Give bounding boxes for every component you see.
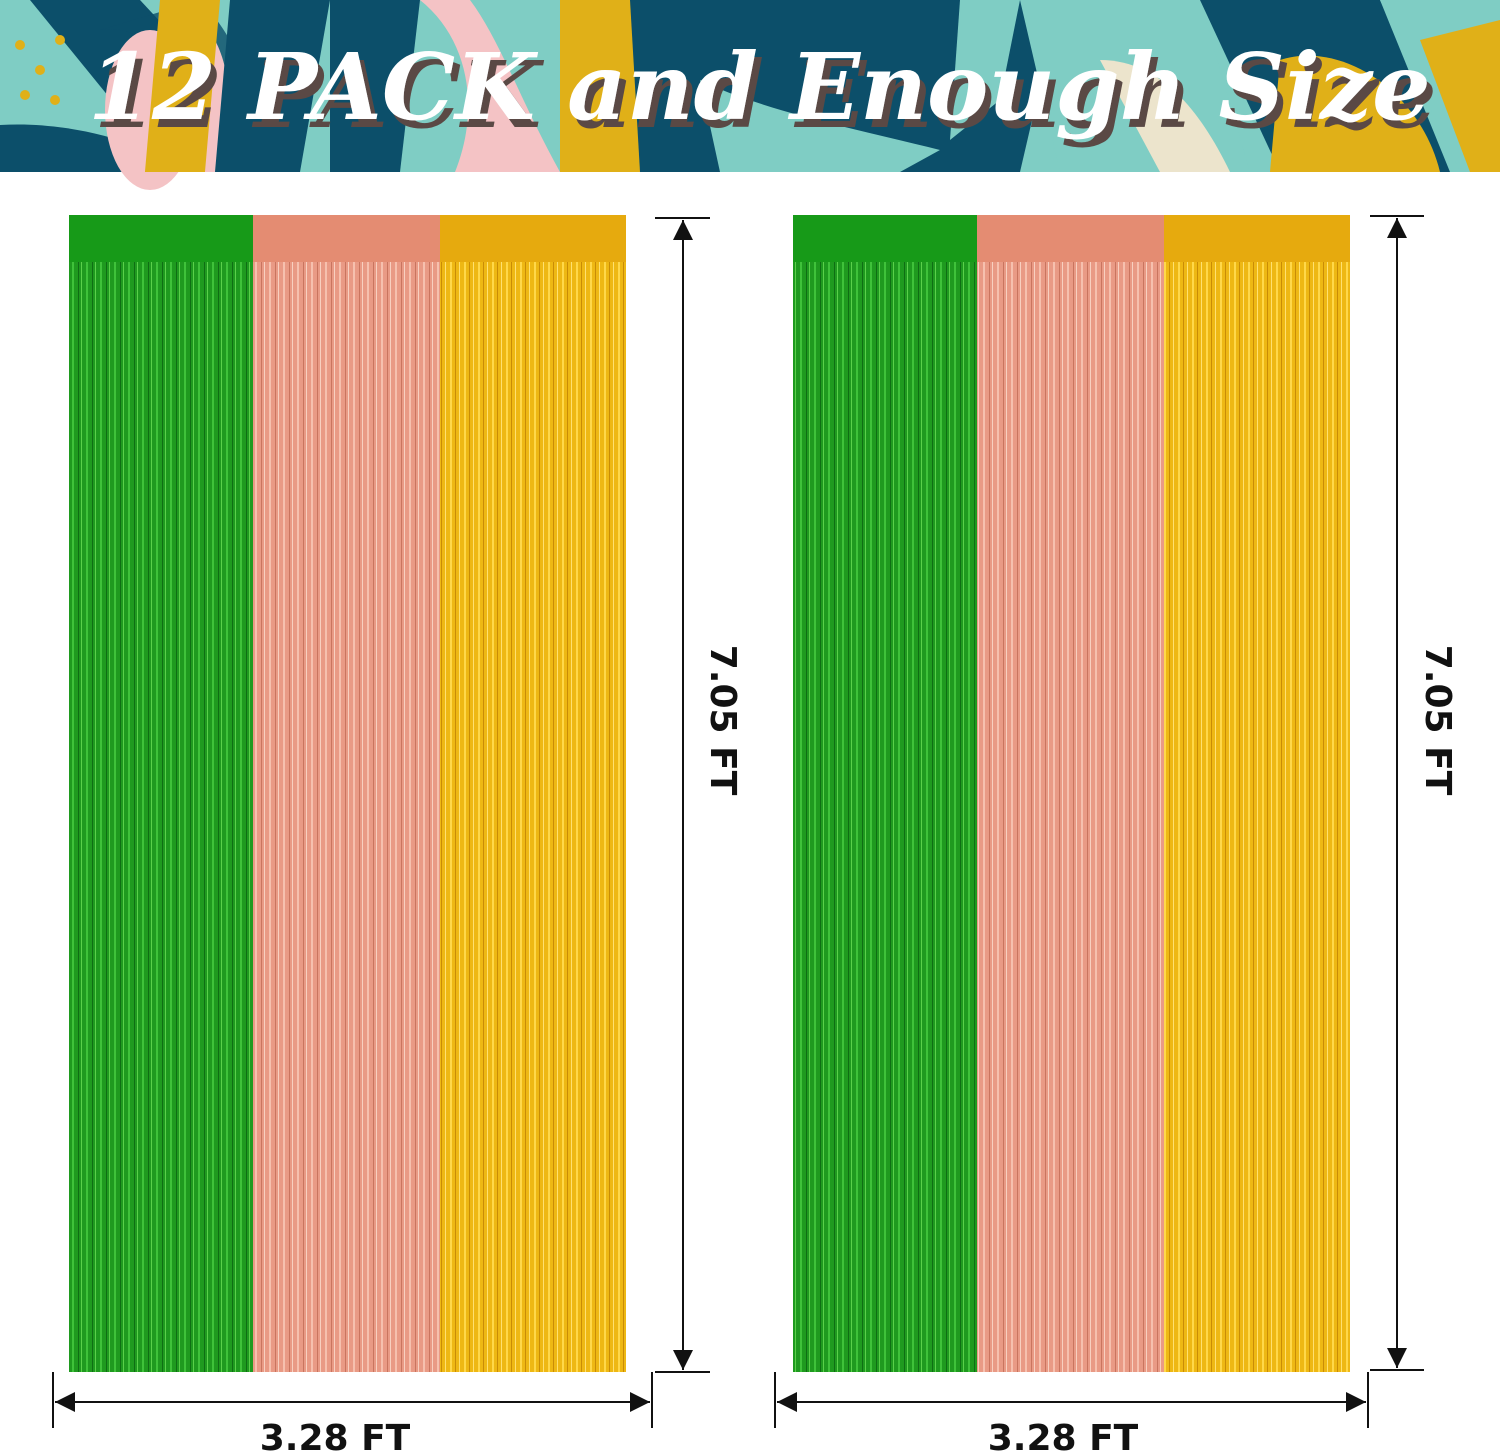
banner: 12 PACK and Enough Size [0, 0, 1500, 190]
dimension-lines-left [52, 217, 710, 1428]
rose-gold-header [253, 215, 440, 262]
height-label-left: 7.05 FT [702, 645, 743, 796]
gold-header [1164, 215, 1350, 262]
green-header [69, 215, 253, 262]
green-strip [793, 215, 977, 1372]
gold-header [440, 215, 626, 262]
banner-title: 12 PACK and Enough Size [88, 33, 1431, 141]
curtain-right [793, 215, 1350, 1372]
rose-gold-strip [977, 215, 1164, 1372]
dimension-lines-right [774, 215, 1424, 1428]
green-header [793, 215, 977, 262]
green-strip [69, 215, 253, 1372]
curtain-left [69, 215, 626, 1372]
gold-strip [1164, 215, 1350, 1372]
width-label-left: 3.28 FT [260, 1418, 411, 1454]
rose-gold-strip [253, 215, 440, 1372]
rose-gold-header [977, 215, 1164, 262]
width-label-right: 3.28 FT [988, 1418, 1139, 1454]
height-label-right: 7.05 FT [1417, 645, 1458, 796]
gold-strip [440, 215, 626, 1372]
